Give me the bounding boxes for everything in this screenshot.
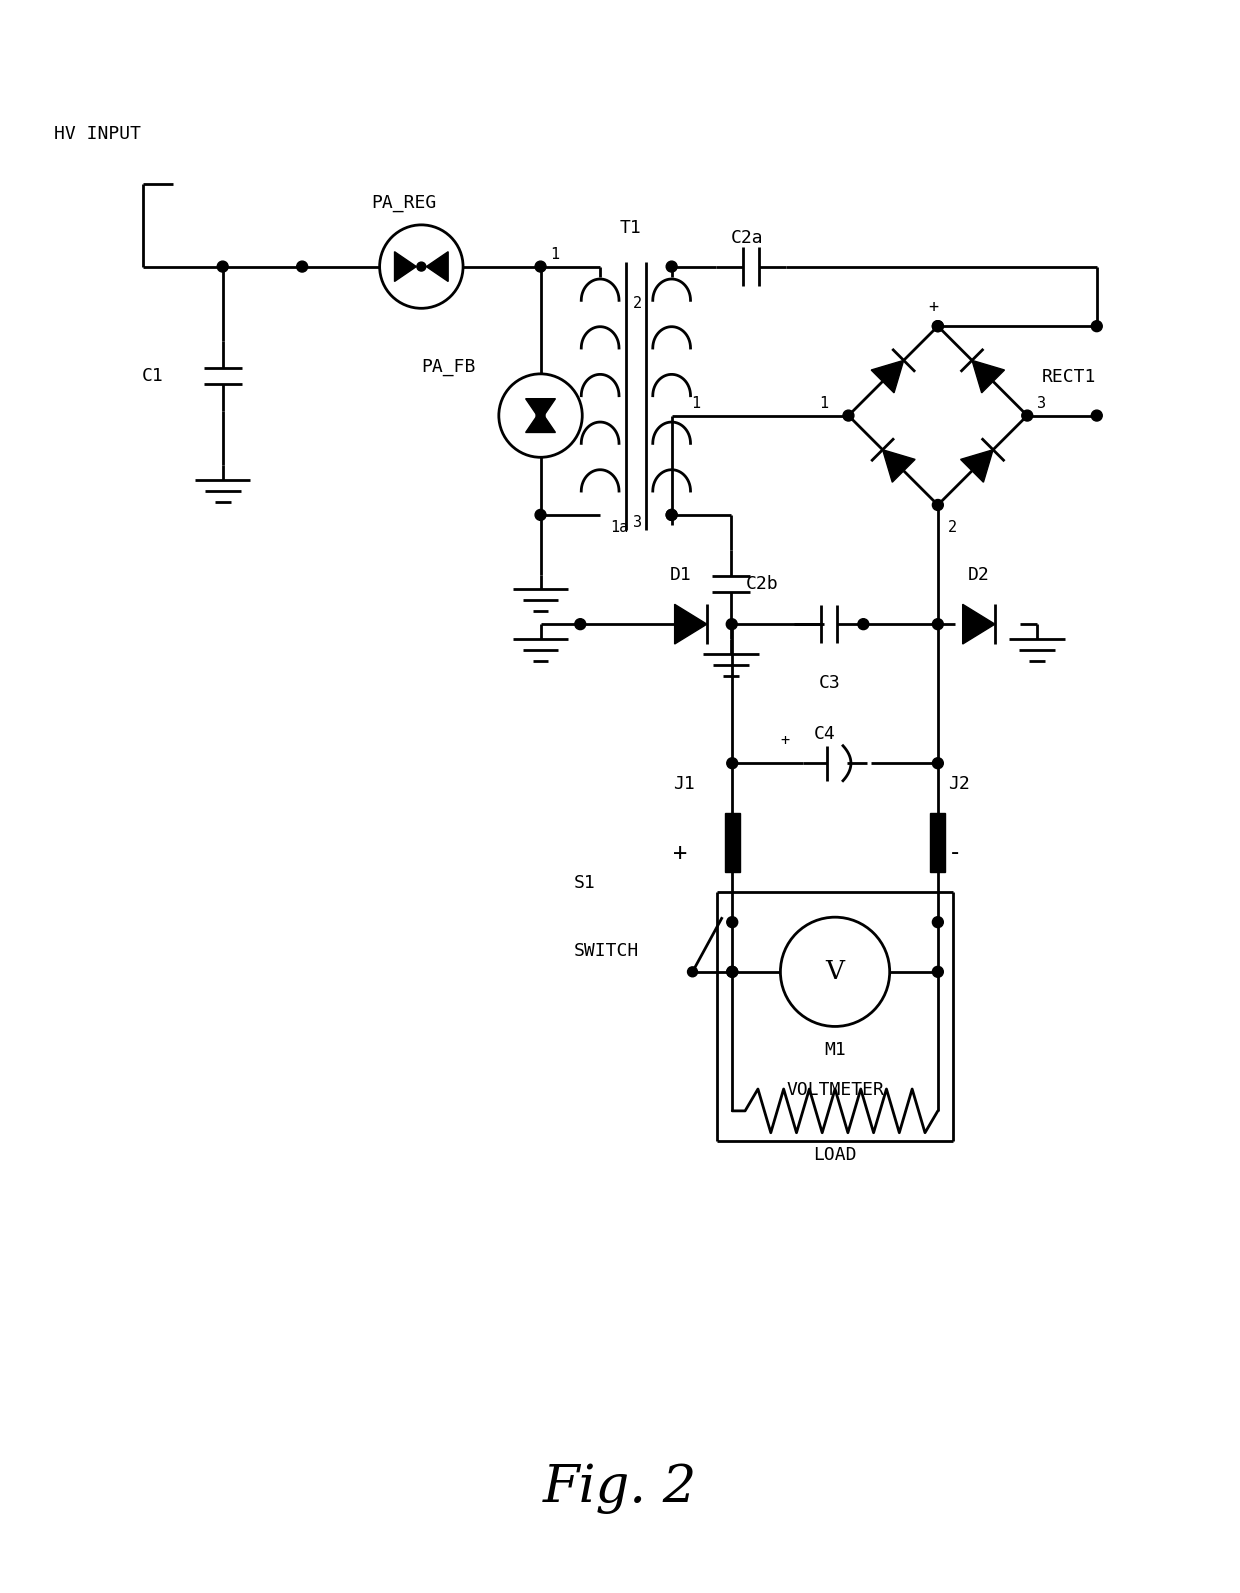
Text: PA_REG: PA_REG (372, 194, 436, 212)
Text: LOAD: LOAD (813, 1145, 857, 1163)
Circle shape (727, 758, 738, 769)
Text: 2: 2 (947, 519, 957, 535)
Polygon shape (872, 360, 904, 393)
Text: -: - (947, 841, 962, 865)
Text: SWITCH: SWITCH (573, 941, 639, 961)
Text: 1: 1 (551, 247, 559, 261)
Text: D1: D1 (670, 567, 692, 585)
Polygon shape (962, 604, 994, 644)
Circle shape (217, 261, 228, 272)
Circle shape (536, 261, 546, 272)
Text: M1: M1 (825, 1042, 846, 1059)
Polygon shape (675, 604, 707, 644)
Circle shape (727, 916, 738, 927)
Circle shape (1091, 320, 1102, 331)
Text: J2: J2 (947, 776, 970, 793)
Text: D2: D2 (967, 567, 990, 585)
Text: 1a: 1a (610, 519, 629, 535)
Circle shape (1022, 409, 1033, 421)
Text: V: V (826, 959, 844, 984)
Text: Fig. 2: Fig. 2 (543, 1462, 697, 1513)
Circle shape (932, 916, 944, 927)
Text: C4: C4 (815, 725, 836, 744)
Text: +: + (928, 298, 937, 317)
Text: 3: 3 (632, 515, 642, 530)
Text: S1: S1 (573, 875, 595, 892)
Circle shape (536, 411, 546, 421)
Circle shape (536, 510, 546, 521)
Circle shape (932, 500, 944, 510)
Circle shape (727, 618, 738, 629)
Polygon shape (972, 360, 1004, 393)
Text: RECT1: RECT1 (1042, 368, 1096, 386)
Bar (725, 812, 740, 873)
Circle shape (727, 967, 738, 977)
Circle shape (666, 261, 677, 272)
Circle shape (417, 263, 425, 271)
Polygon shape (394, 252, 417, 282)
Text: 2: 2 (632, 296, 642, 311)
Text: T1: T1 (620, 218, 642, 237)
Circle shape (687, 967, 697, 977)
Circle shape (666, 510, 677, 521)
Text: 3: 3 (1037, 395, 1047, 411)
Circle shape (727, 967, 738, 977)
Circle shape (666, 510, 677, 521)
Text: C2b: C2b (746, 575, 779, 594)
Polygon shape (961, 449, 993, 483)
Text: +: + (781, 733, 790, 749)
Circle shape (296, 261, 308, 272)
Text: PA_FB: PA_FB (422, 358, 476, 376)
Circle shape (575, 618, 585, 629)
Circle shape (858, 618, 869, 629)
Text: C2a: C2a (732, 229, 764, 247)
Polygon shape (883, 449, 915, 483)
Circle shape (843, 409, 854, 421)
Circle shape (932, 320, 944, 331)
Polygon shape (427, 252, 448, 282)
Polygon shape (526, 411, 556, 432)
Circle shape (932, 758, 944, 769)
Polygon shape (526, 398, 556, 421)
Text: J1: J1 (672, 776, 694, 793)
Bar (930, 812, 945, 873)
Text: C1: C1 (141, 366, 164, 386)
Text: 1: 1 (692, 395, 701, 411)
Circle shape (1091, 409, 1102, 421)
Circle shape (932, 618, 944, 629)
Text: 1: 1 (820, 395, 828, 411)
Circle shape (932, 967, 944, 977)
Circle shape (932, 320, 944, 331)
Text: C3: C3 (818, 674, 841, 691)
Text: HV INPUT: HV INPUT (53, 124, 141, 142)
Text: VOLTMETER: VOLTMETER (786, 1082, 884, 1099)
Text: +: + (672, 841, 687, 865)
